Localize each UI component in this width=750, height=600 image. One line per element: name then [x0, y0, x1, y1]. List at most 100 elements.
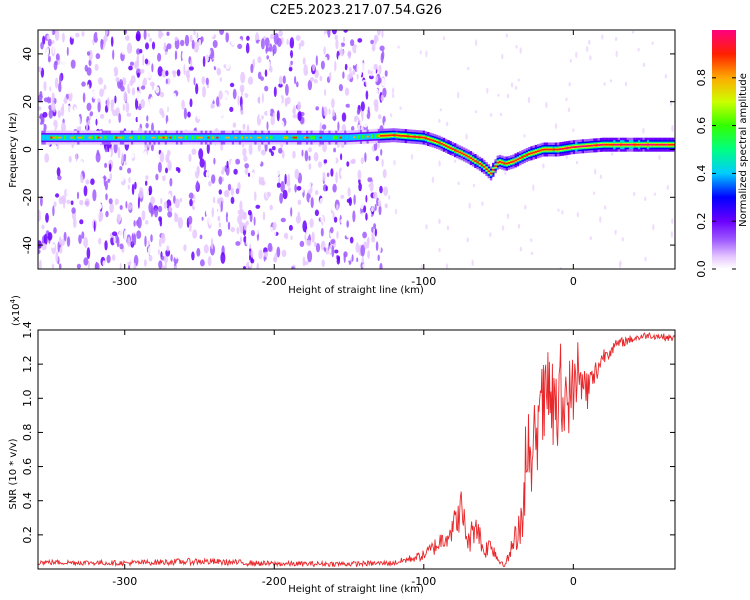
- ridge-segment: [384, 134, 387, 137]
- noise-blob: [40, 41, 44, 50]
- noise-blob: [341, 112, 347, 122]
- noise-blob: [254, 49, 257, 56]
- snr-y-tick-label: 1.4: [21, 321, 34, 339]
- noise-blob: [365, 90, 369, 100]
- ridge-segment: [330, 134, 333, 141]
- colorbar-tick-label: 0.6: [695, 117, 708, 135]
- noise-blob: [205, 207, 211, 217]
- ridge-segment: [530, 152, 533, 155]
- noise-blob: [125, 153, 131, 165]
- noise-blob: [54, 77, 59, 89]
- ridge-segment: [454, 149, 457, 152]
- noise-blob: [268, 148, 273, 153]
- ridge-segment: [63, 135, 67, 140]
- ridge-segment: [77, 136, 80, 139]
- ridge-segment: [214, 134, 217, 141]
- noise-blob: [217, 228, 222, 237]
- noise-blob: [333, 147, 336, 153]
- ridge-segment: [442, 143, 446, 146]
- noise-blob: [193, 77, 196, 86]
- noise-blob: [268, 97, 271, 110]
- noise-blob: [87, 120, 91, 126]
- ridge-segment: [617, 143, 621, 146]
- ridge-segment: [456, 150, 459, 153]
- noise-blob: [184, 184, 190, 197]
- noise-blob: [214, 90, 219, 97]
- noise-blob: [261, 115, 264, 120]
- noise-blob: [71, 263, 75, 269]
- noise-blob: [355, 242, 360, 253]
- noise-blob: [161, 37, 164, 50]
- noise-blob: [392, 93, 395, 99]
- noise-blob: [229, 252, 235, 263]
- noise-blob: [73, 217, 77, 228]
- colorbar-gradient: [712, 30, 736, 269]
- noise-blob: [170, 254, 173, 262]
- noise-blob: [335, 171, 338, 184]
- noise-blob: [97, 77, 104, 85]
- noise-blob: [208, 214, 213, 226]
- noise-blob: [266, 60, 271, 70]
- noise-blob: [99, 113, 105, 119]
- ridge-segment: [142, 135, 145, 140]
- noise-blob: [363, 122, 368, 128]
- noise-blob: [515, 44, 518, 49]
- noise-blob: [288, 55, 291, 61]
- noise-blob: [374, 151, 378, 157]
- noise-blob: [144, 188, 150, 199]
- noise-blob: [108, 198, 113, 205]
- ridge-segment: [427, 138, 430, 140]
- noise-blob: [189, 198, 193, 207]
- noise-blob: [102, 244, 105, 249]
- noise-blob: [670, 99, 673, 107]
- noise-blob: [70, 232, 73, 243]
- noise-blob: [206, 103, 211, 111]
- ridge-segment: [52, 136, 55, 139]
- noise-blob: [191, 251, 195, 261]
- noise-blob: [123, 229, 128, 241]
- noise-blob: [73, 243, 78, 251]
- noise-blob: [242, 147, 247, 157]
- snr-exponent-label: (x104): [9, 295, 22, 326]
- noise-blob: [157, 161, 162, 173]
- noise-blob: [145, 220, 149, 225]
- noise-blob: [368, 209, 372, 220]
- noise-blob: [292, 150, 296, 159]
- noise-blob: [166, 245, 170, 252]
- noise-blob: [442, 36, 446, 41]
- noise-blob: [599, 174, 603, 179]
- noise-blob: [135, 30, 141, 42]
- noise-blob: [320, 227, 324, 237]
- noise-blob: [192, 204, 194, 210]
- noise-blob: [542, 163, 545, 169]
- noise-blob: [151, 122, 154, 133]
- noise-blob: [335, 221, 341, 230]
- noise-blob: [307, 119, 310, 127]
- noise-blob: [381, 30, 384, 39]
- noise-blob: [250, 230, 255, 237]
- ridge-segment: [550, 148, 553, 151]
- noise-blob: [179, 197, 183, 203]
- noise-blob: [108, 119, 111, 124]
- noise-blob: [399, 106, 402, 110]
- ridge-segment: [92, 134, 96, 141]
- noise-blob: [156, 106, 161, 111]
- noise-blob: [67, 87, 73, 94]
- ridge-segment: [599, 144, 603, 146]
- noise-blob: [642, 127, 645, 134]
- noise-blob: [167, 193, 171, 200]
- ridge-segment: [182, 134, 185, 141]
- noise-blob: [506, 213, 510, 220]
- noise-blob: [190, 59, 193, 67]
- noise-blob: [374, 35, 377, 46]
- noise-blob: [365, 212, 368, 221]
- noise-blob: [137, 216, 142, 229]
- noise-blob: [301, 206, 306, 216]
- noise-blob: [50, 82, 54, 93]
- noise-blob: [369, 75, 374, 80]
- noise-blob: [280, 217, 286, 223]
- noise-blob: [519, 246, 523, 252]
- noise-blob: [311, 231, 315, 243]
- noise-blob: [420, 264, 423, 269]
- noise-blob: [199, 200, 204, 213]
